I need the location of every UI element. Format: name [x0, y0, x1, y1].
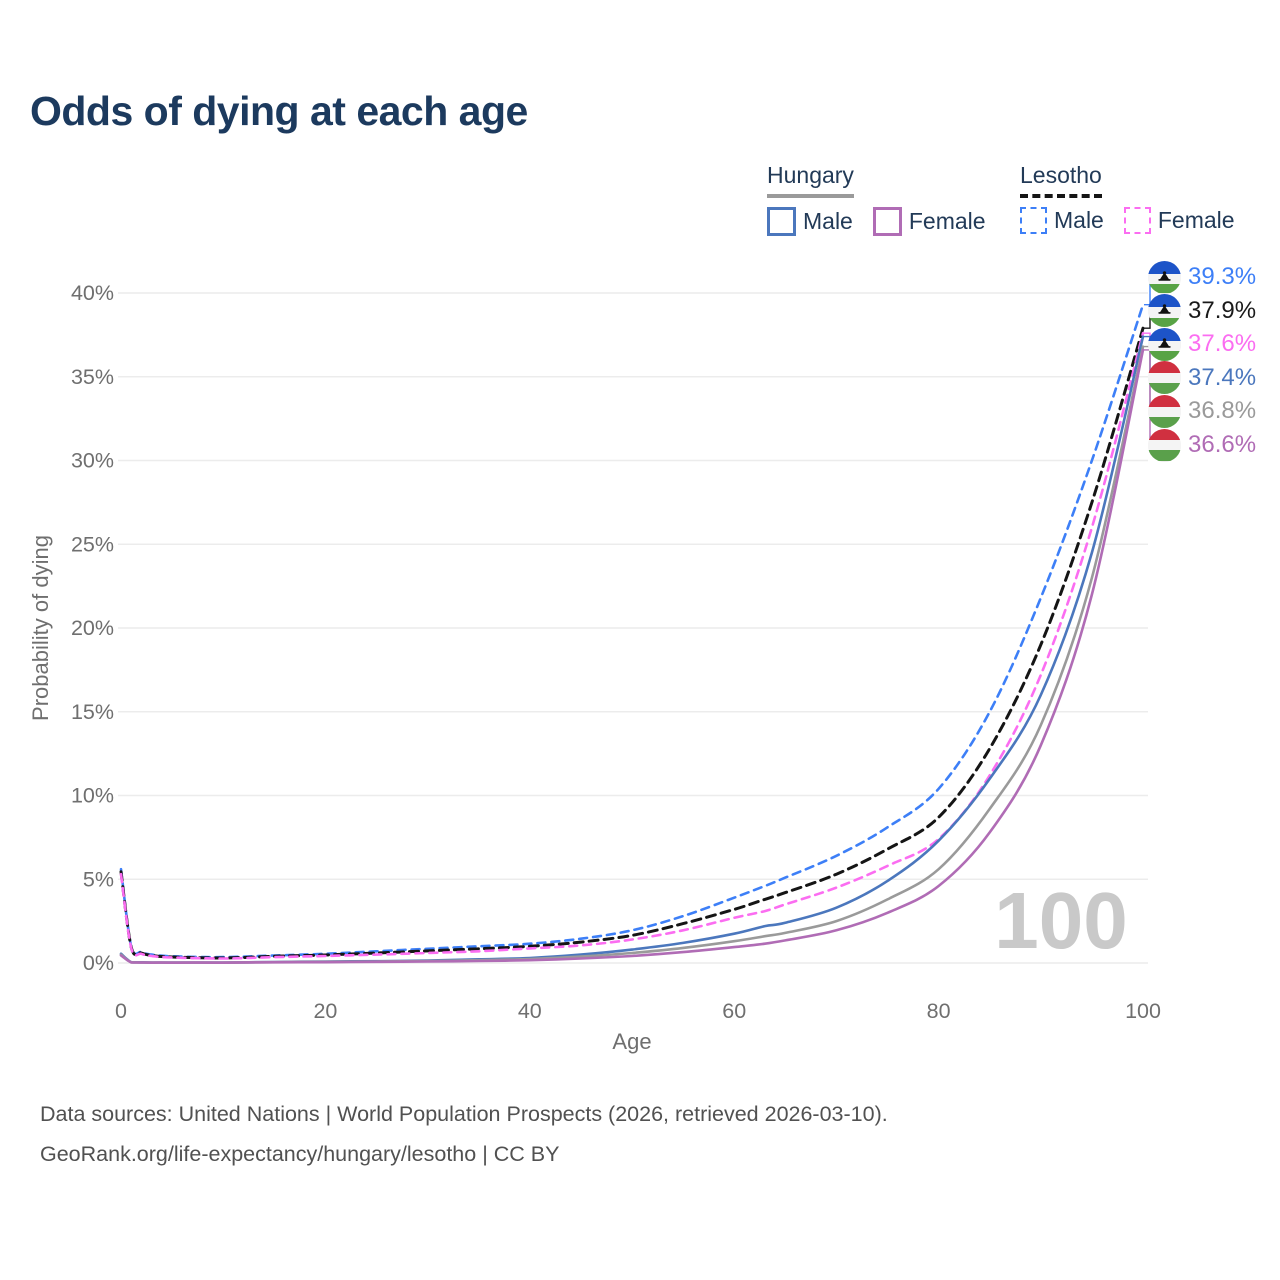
hungary-flag-icon — [1148, 361, 1181, 395]
legend-label-lesotho-male[interactable]: Male — [1054, 207, 1104, 233]
legend-swatch-lesotho-male[interactable] — [1020, 207, 1047, 234]
legend-title-lesotho[interactable]: Lesotho — [1020, 162, 1102, 198]
page-title: Odds of dying at each age — [30, 88, 528, 134]
end-label-value: 37.4% — [1188, 363, 1257, 391]
end-label-value: 39.3% — [1188, 263, 1257, 290]
legend-swatch-hungary-male[interactable] — [767, 207, 796, 236]
y-tick-label: 35% — [71, 365, 114, 389]
legend-label-hungary-female[interactable]: Female — [908, 208, 986, 234]
legend-swatch-hungary-female[interactable] — [872, 207, 902, 236]
lesotho-flag-icon — [1148, 294, 1181, 328]
mokorotlo-hat-icon — [1158, 270, 1171, 281]
x-tick-label: 20 — [313, 999, 337, 1023]
legend-label-lesotho-female[interactable]: Female — [1157, 207, 1235, 233]
end-label-value: 37.6% — [1188, 330, 1257, 358]
y-tick-label: 25% — [71, 532, 114, 556]
y-tick-label: 5% — [83, 867, 114, 891]
y-tick-label: 15% — [71, 700, 114, 724]
y-tick-label: 0% — [83, 951, 114, 975]
legend-label-hungary-male[interactable]: Male — [803, 208, 853, 234]
end-label-row-lesotho-female: 37.6% — [1148, 327, 1256, 361]
lesotho-flag-icon — [1148, 260, 1181, 294]
end-label-value: 36.6% — [1188, 431, 1257, 458]
footer-source-line: Data sources: United Nations | World Pop… — [40, 1102, 888, 1126]
end-label-value: 36.8% — [1188, 397, 1257, 425]
lesotho-flag-icon — [1148, 327, 1181, 361]
series-line-lesotho-male[interactable] — [119, 303, 1145, 959]
x-tick-label: 0 — [115, 999, 127, 1023]
legend-group-hungary: Hungary Male Female — [767, 162, 986, 236]
x-tick-label: 100 — [1125, 999, 1161, 1023]
legend-title-hungary[interactable]: Hungary — [767, 162, 854, 198]
end-label-value: 37.9% — [1188, 296, 1257, 324]
x-tick-label: 40 — [518, 999, 542, 1023]
age-counter-watermark: 100 — [994, 876, 1127, 965]
legend-swatch-lesotho-female[interactable] — [1123, 207, 1151, 234]
chart-canvas: 0% 5% 10% 15% 20% 25% 30% 35% 40% 0 20 40 60 80 100 Age… — [28, 276, 1161, 1054]
legend-group-lesotho: Lesotho Male Female — [1020, 162, 1235, 234]
x-tick-label: 80 — [927, 999, 951, 1023]
y-tick-label: 10% — [71, 784, 114, 808]
y-tick-label: 20% — [71, 616, 114, 640]
y-tick-label: 30% — [71, 449, 114, 473]
series-line-hungary-female[interactable] — [119, 348, 1145, 965]
hungary-flag-icon — [1148, 394, 1181, 428]
end-label-row-lesotho-both: 37.9% — [1148, 294, 1256, 328]
x-axis-title: Age — [612, 1029, 651, 1054]
end-label-row-hungary-both: 36.8% — [1148, 394, 1256, 428]
hungary-flag-icon — [1148, 428, 1181, 462]
y-axis-title: Probability of dying — [28, 535, 53, 721]
footer: Data sources: United Nations | World Pop… — [40, 1094, 888, 1174]
end-label-row-lesotho-male: 39.3% — [1148, 260, 1256, 294]
y-tick-label: 40% — [71, 281, 114, 305]
series-line-hungary-male[interactable] — [119, 335, 1145, 964]
end-label-row-hungary-male: 37.4% — [1148, 361, 1256, 395]
footer-attribution-line: GeoRank.org/life-expectancy/hungary/leso… — [40, 1142, 560, 1166]
mokorotlo-hat-icon — [1158, 337, 1171, 348]
mokorotlo-hat-icon — [1158, 304, 1171, 314]
series-line-hungary-both[interactable] — [119, 345, 1145, 964]
x-tick-label: 60 — [722, 999, 746, 1023]
series-line-lesotho-female[interactable] — [119, 331, 1145, 960]
series-line-lesotho-both[interactable] — [119, 326, 1145, 960]
end-label-row-hungary-female: 36.6% — [1148, 428, 1256, 462]
